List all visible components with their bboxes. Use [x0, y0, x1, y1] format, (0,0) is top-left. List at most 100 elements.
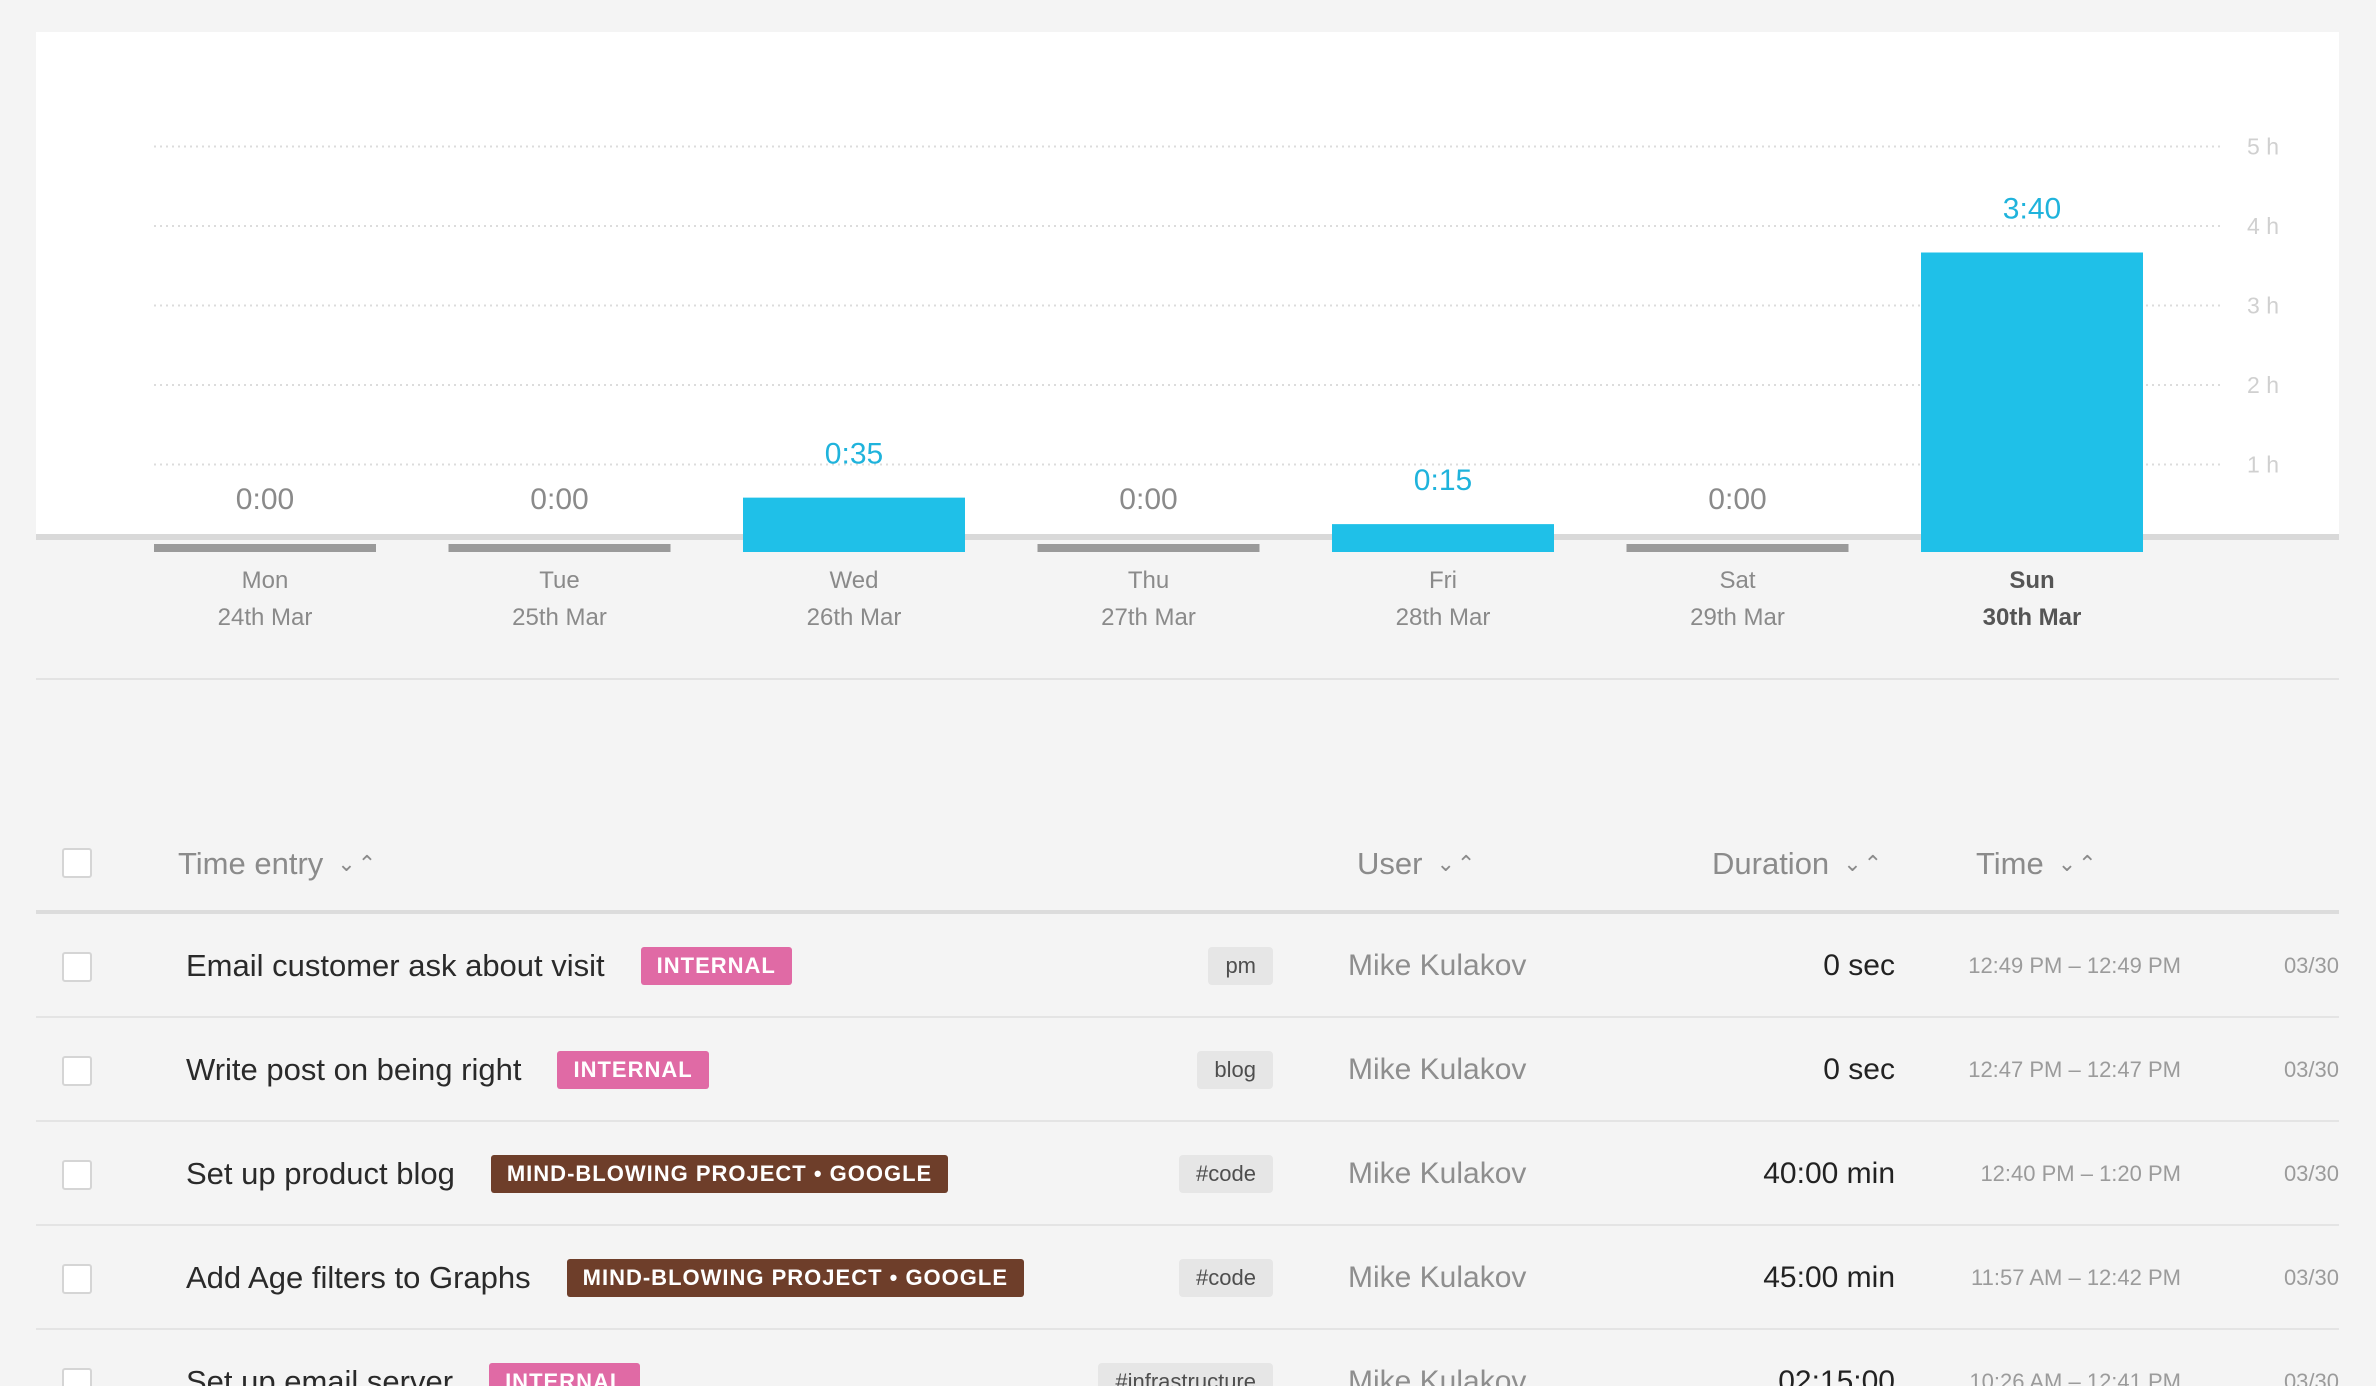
sort-icon[interactable]: ⌄⌃ [2057, 851, 2099, 876]
tag-pill[interactable]: #code [1179, 1259, 1273, 1297]
chart-bar [448, 544, 671, 552]
x-tick-day: Wed [830, 567, 879, 594]
user-cell: Mike Kulakov [1348, 1261, 1527, 1294]
y-tick-label: 5 h [2247, 134, 2279, 160]
bar-value-label: 0:00 [530, 483, 588, 516]
duration-cell[interactable]: 0 sec [1823, 949, 1895, 982]
x-tick-date: 29th Mar [1690, 604, 1785, 631]
row-checkbox[interactable] [62, 1368, 92, 1386]
entry-title[interactable]: Add Age filters to Graphs [186, 1260, 531, 1295]
x-tick-day: Sun [2009, 567, 2054, 594]
table-row[interactable]: Set up email server INTERNAL #infrastruc… [36, 1330, 2339, 1386]
y-tick-label: 4 h [2247, 213, 2279, 239]
time-range-cell[interactable]: 12:49 PM – 12:49 PM [1968, 953, 2181, 978]
x-tick-day: Thu [1128, 567, 1169, 594]
date-cell: 03/30 [2283, 953, 2339, 978]
table-row[interactable]: Email customer ask about visit INTERNAL … [36, 914, 2339, 1018]
row-checkbox[interactable] [62, 1264, 92, 1294]
sort-icon[interactable]: ⌄⌃ [337, 851, 379, 876]
x-tick-day: Fri [1429, 567, 1457, 594]
time-entry-cell[interactable]: Set up product blog MIND-BLOWING PROJECT… [186, 1122, 949, 1226]
x-tick-day: Sat [1719, 567, 1755, 594]
time-entry-cell[interactable]: Email customer ask about visit INTERNAL [186, 914, 792, 1018]
date-cell: 03/30 [2283, 1265, 2339, 1290]
time-range-cell[interactable]: 11:57 AM – 12:42 PM [1971, 1265, 2181, 1290]
user-cell: Mike Kulakov [1348, 1365, 1527, 1386]
x-tick-day: Mon [242, 567, 289, 594]
y-tick-label: 3 h [2247, 293, 2279, 319]
bar-value-label: 3:40 [2003, 192, 2061, 225]
user-cell: Mike Kulakov [1348, 1157, 1527, 1190]
duration-cell[interactable]: 02:15:00 [1778, 1365, 1895, 1386]
x-tick-date: 27th Mar [1101, 604, 1196, 631]
chart-bar [1332, 524, 1554, 552]
column-header-duration[interactable]: Duration ⌄⌃ [1712, 846, 1884, 882]
entry-title[interactable]: Set up email server [186, 1364, 454, 1386]
select-all-checkbox[interactable] [62, 848, 92, 878]
x-tick-date: 26th Mar [807, 604, 902, 631]
column-header-label: Time [1976, 846, 2044, 881]
chart-bar [1921, 252, 2143, 552]
table-row[interactable]: Set up product blog MIND-BLOWING PROJECT… [36, 1122, 2339, 1226]
time-entry-cell[interactable]: Write post on being right INTERNAL [186, 1018, 709, 1122]
column-header-time[interactable]: Time ⌄⌃ [1976, 846, 2099, 882]
x-tick-date: 30th Mar [1983, 604, 2082, 631]
time-range-cell[interactable]: 10:26 AM – 12:41 PM [1969, 1369, 2181, 1386]
time-entries-table: Time entry ⌄⌃ User ⌄⌃ Duration ⌄⌃ Time ⌄… [36, 810, 2339, 1386]
entry-title[interactable]: Set up product blog [186, 1156, 455, 1191]
date-cell: 03/30 [2283, 1161, 2339, 1186]
column-header-user[interactable]: User ⌄⌃ [1357, 846, 1477, 882]
sort-icon[interactable]: ⌄⌃ [1843, 851, 1885, 876]
table-row[interactable]: Write post on being right INTERNAL blog … [36, 1018, 2339, 1122]
chart-bar [743, 497, 965, 552]
bar-value-label: 0:00 [1708, 483, 1766, 516]
row-checkbox[interactable] [62, 952, 92, 982]
chart-bar [1037, 544, 1260, 552]
table-row[interactable]: Add Age filters to Graphs MIND-BLOWING P… [36, 1226, 2339, 1330]
x-tick-date: 25th Mar [512, 604, 607, 631]
y-tick-label: 1 h [2247, 452, 2279, 478]
project-badge[interactable]: INTERNAL [640, 947, 792, 985]
time-range-cell[interactable]: 12:47 PM – 12:47 PM [1968, 1057, 2181, 1082]
bar-chart-svg: 1 h 2 h 3 h 4 h 5 h 0:00 Mon 24th Mar 0:00 Tue 25t… [154, 134, 2279, 631]
time-entry-cell[interactable]: Add Age filters to Graphs MIND-BLOWING P… [186, 1226, 1025, 1330]
project-badge[interactable]: INTERNAL [489, 1363, 641, 1386]
tag-pill[interactable]: #infrastructure [1098, 1363, 1273, 1386]
chart-bar [1626, 544, 1849, 552]
bar-value-label: 0:00 [236, 483, 294, 516]
chart-divider [36, 678, 2339, 680]
bar-value-label: 0:35 [825, 438, 883, 471]
project-badge[interactable]: MIND-BLOWING PROJECT • GOOGLE [490, 1155, 949, 1193]
date-cell: 03/30 [2283, 1369, 2339, 1386]
row-checkbox[interactable] [62, 1056, 92, 1086]
time-range-cell[interactable]: 12:40 PM – 1:20 PM [1980, 1161, 2181, 1186]
table-header: Time entry ⌄⌃ User ⌄⌃ Duration ⌄⌃ Time ⌄… [36, 810, 2339, 914]
entry-title[interactable]: Write post on being right [186, 1052, 522, 1087]
bar-value-label: 0:15 [1414, 464, 1472, 497]
tag-pill[interactable]: pm [1208, 947, 1273, 985]
bar-value-label: 0:00 [1119, 483, 1177, 516]
duration-cell[interactable]: 0 sec [1823, 1053, 1895, 1086]
column-header-label: User [1357, 846, 1423, 881]
column-header-time-entry[interactable]: Time entry ⌄⌃ [178, 846, 378, 882]
column-header-label: Time entry [178, 846, 324, 881]
duration-cell[interactable]: 45:00 min [1763, 1261, 1895, 1294]
column-header-label: Duration [1712, 846, 1830, 881]
duration-cell[interactable]: 40:00 min [1763, 1157, 1895, 1190]
date-cell: 03/30 [2283, 1057, 2339, 1082]
x-tick-date: 28th Mar [1396, 604, 1491, 631]
x-tick-date: 24th Mar [218, 604, 313, 631]
weekly-chart: 1 h 2 h 3 h 4 h 5 h 0:00 Mon 24th Mar 0:00 Tue 25t… [36, 32, 2339, 631]
y-tick-label: 2 h [2247, 372, 2279, 398]
user-cell: Mike Kulakov [1348, 949, 1527, 982]
project-badge[interactable]: INTERNAL [557, 1051, 709, 1089]
time-entry-cell[interactable]: Set up email server INTERNAL [186, 1330, 641, 1386]
user-cell: Mike Kulakov [1348, 1053, 1527, 1086]
chart-bar [154, 544, 376, 552]
sort-icon[interactable]: ⌄⌃ [1436, 851, 1478, 876]
tag-pill[interactable]: #code [1179, 1155, 1273, 1193]
tag-pill[interactable]: blog [1197, 1051, 1273, 1089]
project-badge[interactable]: MIND-BLOWING PROJECT • GOOGLE [566, 1259, 1025, 1297]
row-checkbox[interactable] [62, 1160, 92, 1190]
entry-title[interactable]: Email customer ask about visit [186, 948, 605, 983]
